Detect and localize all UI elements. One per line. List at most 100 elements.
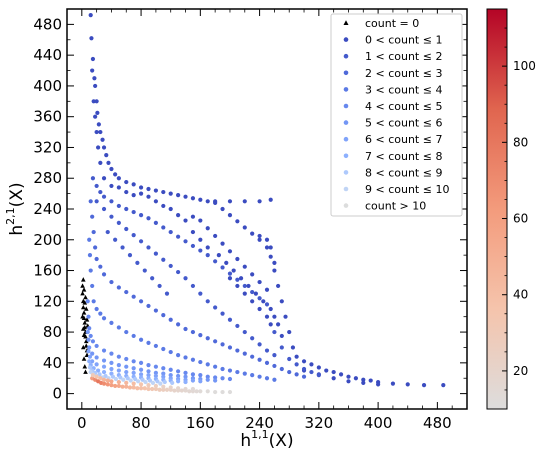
data-point: [127, 253, 133, 258]
data-point: [176, 213, 181, 218]
legend-label: 1 < count ≤ 2: [365, 50, 442, 63]
data-point: [98, 189, 103, 195]
data-point: [93, 245, 98, 250]
data-point: [81, 332, 87, 337]
data-point: [124, 380, 129, 385]
data-point: [89, 36, 94, 41]
data-point: [213, 375, 218, 380]
data-point: [101, 358, 107, 363]
data-point: [153, 373, 158, 379]
data-point: [113, 383, 118, 389]
legend-box: [330, 13, 463, 217]
data-point: [161, 257, 166, 262]
data-point: [331, 376, 336, 381]
legend-label: count > 10: [365, 200, 426, 213]
data-point: [85, 299, 90, 304]
data-point: [83, 338, 89, 344]
data-point: [168, 229, 173, 235]
legend-marker: [343, 186, 349, 192]
data-point: [138, 191, 144, 196]
data-point: [124, 356, 129, 362]
colorbar-gradient: [486, 8, 508, 410]
data-point: [190, 214, 196, 219]
data-point: [176, 373, 181, 379]
data-point: [138, 213, 144, 218]
data-point: [324, 368, 329, 373]
data-point: [227, 213, 233, 218]
legend: count = 0 0 < count ≤ 1 1 < count ≤ 2 2 < c…: [330, 13, 463, 217]
data-point: [227, 271, 233, 276]
y-tick-label: 360: [33, 108, 62, 126]
x-axis-ticks: 0 80 160 240 320 400 480: [66, 9, 468, 432]
data-point: [290, 345, 296, 350]
data-point: [183, 326, 188, 332]
data-point: [88, 333, 93, 339]
data-point: [120, 384, 125, 389]
data-point: [116, 285, 121, 290]
data-point: [118, 375, 123, 380]
data-point: [346, 379, 351, 384]
data-point: [101, 145, 107, 150]
data-point: [257, 342, 262, 347]
data-point: [146, 340, 151, 345]
data-point: [250, 272, 255, 277]
data-point: [257, 279, 262, 285]
data-point: [227, 199, 233, 204]
data-point: [98, 376, 103, 381]
data-point: [98, 264, 103, 269]
data-point: [376, 382, 381, 387]
data-point: [80, 326, 86, 331]
data-point: [183, 370, 188, 375]
data-point: [441, 383, 446, 388]
data-point: [268, 245, 273, 250]
data-point: [86, 349, 91, 354]
data-point: [301, 374, 307, 379]
data-point: [96, 368, 101, 373]
data-point: [162, 379, 167, 385]
data-point: [205, 377, 210, 382]
data-point: [250, 299, 255, 304]
data-point: [205, 299, 210, 304]
data-point: [116, 185, 121, 190]
data-point: [116, 354, 121, 359]
legend-label: 8 < count ≤ 9: [365, 166, 442, 179]
legend-marker: [343, 20, 349, 25]
data-point: [190, 386, 196, 392]
data-point: [153, 308, 158, 313]
data-point: [176, 379, 181, 384]
data-point: [124, 289, 129, 295]
data-point: [87, 326, 92, 331]
data-point: [116, 325, 121, 330]
data-point: [101, 369, 107, 375]
data-point: [268, 197, 273, 202]
y-axis-ticks: 0 40 80 120 160 200 240 280 320 360 400 440 480: [33, 8, 467, 410]
y-tick-label: 200: [33, 231, 62, 249]
data-point: [138, 239, 144, 244]
data-point: [155, 379, 160, 384]
data-point: [136, 379, 141, 384]
data-point: [309, 369, 314, 375]
data-point: [87, 237, 92, 242]
data-point: [268, 322, 273, 327]
data-point: [253, 291, 258, 296]
data-point: [142, 268, 147, 273]
data-point: [250, 354, 255, 359]
data-point: [198, 359, 203, 365]
y-tick-label: 440: [33, 46, 62, 64]
data-point: [164, 387, 170, 392]
data-point: [220, 206, 225, 212]
data-point: [190, 229, 196, 235]
data-point: [109, 360, 114, 365]
data-point: [242, 199, 247, 204]
data-point: [120, 245, 125, 250]
data-point: [187, 389, 192, 394]
data-point: [83, 369, 88, 374]
data-point: [264, 287, 270, 292]
data-point: [98, 311, 103, 316]
data-point: [227, 317, 233, 322]
data-point: [92, 76, 97, 81]
legend-label: 2 < count ≤ 3: [365, 67, 442, 80]
x-tick-label: 160: [186, 414, 215, 432]
data-point: [176, 322, 181, 327]
legend-marker: [343, 136, 349, 142]
